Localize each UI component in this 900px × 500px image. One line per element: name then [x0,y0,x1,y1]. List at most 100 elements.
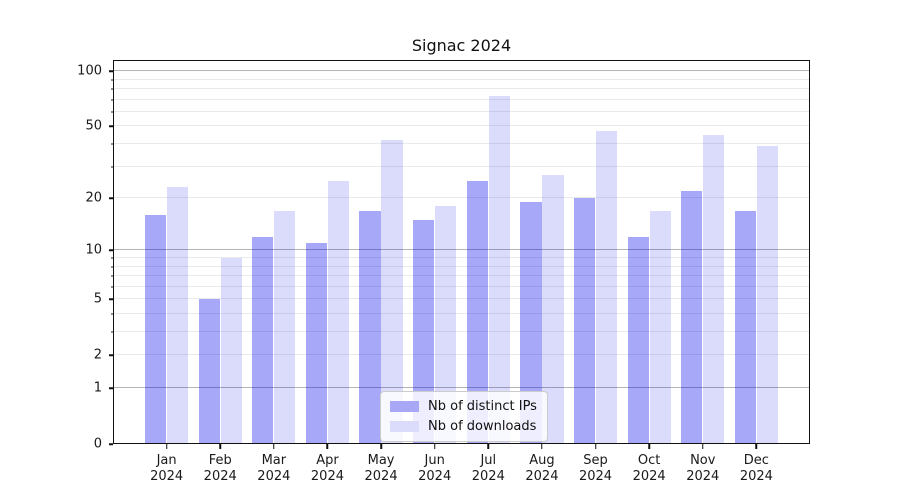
y-minor-tick [110,257,113,259]
x-tick-year: 2024 [257,468,291,484]
y-tick-label: 20 [85,190,102,206]
bar-downloads [703,134,725,444]
y-axis: 100 50 20 10 5 2 1 0 [0,60,113,452]
x-tick [541,444,543,449]
y-tick [108,70,113,72]
gridline-minor [113,110,810,112]
bar-downloads [542,174,564,444]
bar-distinct-ips [198,299,220,444]
x-axis: Jan 2024 Feb 2024 Mar 2024 Apr 2024 May 2024 Jun 20… [113,444,810,496]
x-tick-label: Jun 2024 [418,453,451,484]
x-tick [380,444,382,449]
gridline-major [113,386,810,389]
bars-layer [113,60,810,444]
y-tick [108,298,113,300]
y-minor-tick [110,88,113,90]
x-tick-label: Apr 2024 [311,453,344,484]
legend: Nb of distinct IPs Nb of downloads [380,391,548,442]
x-tick-month: Oct [637,453,661,468]
x-tick [755,444,758,449]
gridline-major [113,70,810,72]
y-minor-tick [110,166,113,168]
gridline-minor [113,165,810,167]
gridline-major [113,249,810,251]
x-tick-label: Jul 2024 [472,453,505,484]
x-tick-label: Jan 2024 [150,453,183,484]
bar-distinct-ips [305,243,328,444]
legend-item-downloads: Nb of downloads [390,419,537,434]
x-tick [594,444,597,449]
x-tick-label: Feb 2024 [204,453,237,484]
x-tick-month: Dec [743,453,769,468]
x-tick-month: Jan [156,453,177,468]
x-tick [219,444,221,449]
bar-distinct-ips [466,180,488,444]
bar-distinct-ips [359,210,381,444]
bar-downloads [327,180,350,444]
y-tick [108,197,113,199]
x-tick-month: Sep [583,453,608,468]
y-tick-label: 0 [93,436,102,452]
x-tick-label: Sep 2024 [579,453,612,484]
x-tick-year: 2024 [471,468,505,484]
gridline-minor [113,313,810,314]
gridline-minor [113,125,810,127]
x-tick-year: 2024 [418,468,452,484]
y-minor-tick [110,331,113,333]
bar-distinct-ips [734,210,756,444]
x-tick-year: 2024 [203,468,237,484]
y-minor-tick [110,111,113,113]
y-minor-tick [110,286,113,288]
x-tick-label: Oct 2024 [633,453,666,484]
x-tick-month: Jun [424,453,445,468]
x-tick-month: Apr [316,453,339,468]
y-tick-label: 5 [93,291,102,307]
gridline-minor [113,143,810,145]
y-tick-label: 1 [93,380,102,396]
x-tick-month: Jul [480,453,497,468]
x-tick [702,444,704,449]
gridline-minor [113,98,810,100]
bar-downloads [756,146,778,444]
bar-distinct-ips [520,202,542,444]
x-tick-label: Mar 2024 [257,453,290,484]
gridline-minor [113,257,810,258]
x-tick-year: 2024 [739,468,773,484]
legend-item-distinct-ips: Nb of distinct IPs [390,399,537,414]
bar-distinct-ips [413,220,435,444]
x-tick-label: Dec 2024 [740,453,773,484]
x-tick-year: 2024 [686,468,720,484]
bar-downloads [435,206,457,444]
bar-distinct-ips [573,198,596,444]
y-minor-tick [110,275,113,277]
x-tick [433,444,436,449]
x-tick-label: Aug 2024 [525,453,558,484]
bar-downloads [220,258,242,444]
x-tick-year: 2024 [310,468,344,484]
legend-label-downloads: Nb of downloads [428,419,537,434]
x-tick-month: Aug [529,453,555,468]
x-tick-year: 2024 [364,468,398,484]
y-tick [108,387,113,389]
x-tick [326,444,329,449]
gridline-minor [113,354,810,356]
chart-title: Signac 2024 [411,36,512,55]
y-minor-tick [110,143,113,145]
x-tick-month: Nov [690,453,716,468]
x-tick-year: 2024 [632,468,666,484]
bar-distinct-ips [252,236,274,444]
y-tick [108,125,113,128]
y-tick-label: 10 [85,242,102,258]
bar-distinct-ips [145,215,167,444]
gridline-minor [113,197,810,199]
x-tick-label: May 2024 [365,453,398,484]
y-minor-tick [110,266,113,267]
gridline-minor [113,275,810,277]
y-minor-tick [110,313,113,315]
x-tick [487,444,490,449]
legend-swatch-downloads [390,421,419,432]
gridline-minor [113,265,810,267]
y-minor-tick [110,99,113,101]
x-tick [648,444,650,449]
